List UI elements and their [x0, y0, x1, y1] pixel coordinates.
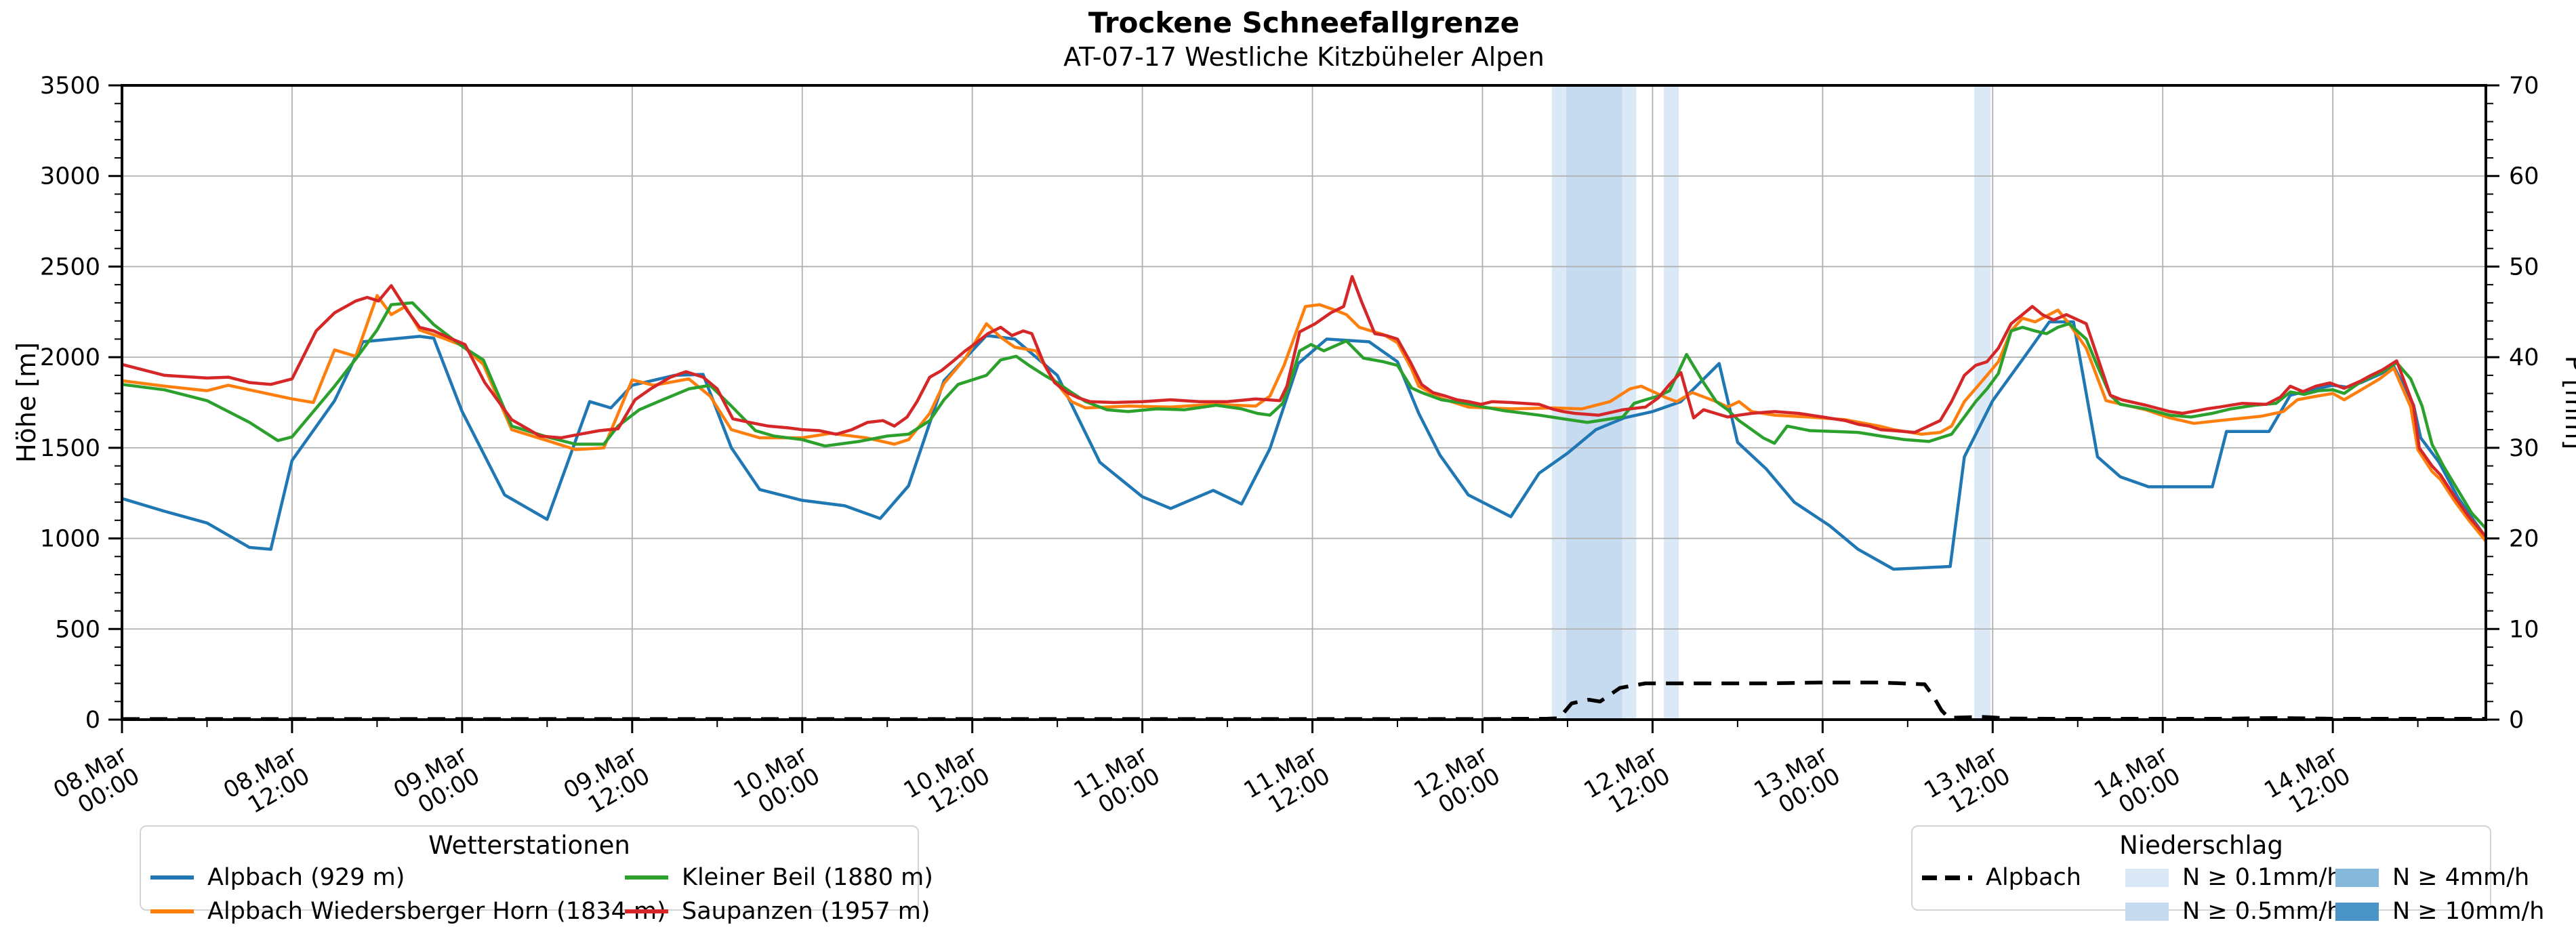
- svg-text:13.Mar00:00: 13.Mar00:00: [1749, 741, 1845, 826]
- legend-niederschlag-title: Niederschlag: [2119, 831, 2283, 860]
- svg-text:50: 50: [2509, 253, 2539, 281]
- svg-text:P [mm]: P [mm]: [2560, 356, 2576, 450]
- legend-item-label: Saupanzen (1957 m): [682, 898, 931, 925]
- legend-item-label: N ≥ 4mm/h: [2392, 864, 2530, 891]
- legend-wetterstationen-title: Wetterstationen: [428, 831, 630, 860]
- svg-text:3500: 3500: [40, 73, 100, 100]
- legend-item-label: N ≥ 10mm/h: [2392, 898, 2545, 925]
- legend-niederschlag: Niederschlag Alpbach N ≥ 0.1mm/h N ≥ 4mm…: [1911, 825, 2544, 925]
- legend-item-alpbach-precip: Alpbach: [1922, 864, 2125, 891]
- dashed-line-swatch: [1922, 875, 1972, 880]
- svg-text:2000: 2000: [40, 344, 100, 371]
- legend-item-kleiner-beil: Kleiner Beil (1880 m): [625, 864, 933, 891]
- legend-item-alpbach: Alpbach (929 m): [150, 864, 625, 891]
- svg-text:0: 0: [2509, 707, 2524, 734]
- svg-text:20: 20: [2509, 526, 2539, 553]
- svg-text:14.Mar12:00: 14.Mar12:00: [2260, 741, 2355, 826]
- svg-text:30: 30: [2509, 435, 2539, 462]
- chart-subtitle: AT-07-17 Westliche Kitzbüheler Alpen: [1063, 41, 1545, 72]
- svg-text:60: 60: [2509, 163, 2539, 190]
- legend-item-label: Alpbach Wiedersberger Horn (1834 m): [207, 898, 666, 925]
- svg-text:3000: 3000: [40, 163, 100, 190]
- svg-text:08.Mar12:00: 08.Mar12:00: [219, 741, 314, 826]
- legend-item-label: N ≥ 0.1mm/h: [2182, 864, 2342, 891]
- chart-title: Trockene Schneefallgrenze: [1088, 6, 1520, 39]
- legend-item-n10: N ≥ 10mm/h: [2335, 898, 2544, 925]
- svg-text:10.Mar12:00: 10.Mar12:00: [899, 741, 995, 826]
- svg-text:1000: 1000: [40, 526, 100, 553]
- legend-item-wiedersberger-horn: Alpbach Wiedersberger Horn (1834 m): [150, 898, 666, 925]
- svg-text:Höhe [m]: Höhe [m]: [12, 342, 41, 463]
- svg-text:09.Mar00:00: 09.Mar00:00: [389, 741, 485, 826]
- line-swatch-red: [625, 909, 668, 913]
- svg-text:14.Mar00:00: 14.Mar00:00: [2089, 741, 2185, 826]
- svg-text:12.Mar12:00: 12.Mar12:00: [1580, 741, 1675, 826]
- line-swatch-blue: [150, 875, 194, 880]
- legend-item-label: Alpbach: [1986, 864, 2081, 891]
- svg-text:500: 500: [55, 616, 100, 643]
- line-swatch-orange: [150, 909, 194, 913]
- legend-item-n4: N ≥ 4mm/h: [2335, 864, 2544, 891]
- svg-text:1500: 1500: [40, 435, 100, 462]
- legend-item-label: N ≥ 0.5mm/h: [2182, 898, 2342, 925]
- svg-text:2500: 2500: [40, 253, 100, 281]
- svg-text:40: 40: [2509, 344, 2539, 371]
- svg-text:11.Mar00:00: 11.Mar00:00: [1069, 741, 1165, 826]
- svg-text:70: 70: [2509, 73, 2539, 100]
- svg-text:12.Mar00:00: 12.Mar00:00: [1410, 741, 1505, 826]
- svg-text:10: 10: [2509, 616, 2539, 643]
- patch-swatch-n10: [2335, 902, 2379, 921]
- patch-swatch-n05: [2125, 902, 2169, 921]
- svg-text:10.Mar00:00: 10.Mar00:00: [729, 741, 825, 826]
- chart-header: Trockene Schneefallgrenze AT-07-17 Westl…: [122, 5, 2486, 73]
- legend-item-label: Alpbach (929 m): [207, 864, 405, 891]
- svg-text:0: 0: [85, 707, 100, 734]
- line-swatch-green: [625, 875, 668, 880]
- svg-text:13.Mar12:00: 13.Mar12:00: [1919, 741, 2015, 826]
- patch-swatch-n4: [2335, 868, 2379, 887]
- svg-text:09.Mar12:00: 09.Mar12:00: [559, 741, 655, 826]
- legend-item-n01: N ≥ 0.1mm/h: [2125, 864, 2342, 891]
- legend-wetterstationen: Wetterstationen Alpbach (929 m) Kleiner …: [140, 825, 933, 925]
- legend-item-label: Kleiner Beil (1880 m): [682, 864, 933, 891]
- svg-text:11.Mar12:00: 11.Mar12:00: [1240, 741, 1335, 826]
- patch-swatch-n01: [2125, 868, 2169, 887]
- svg-text:08.Mar00:00: 08.Mar00:00: [49, 741, 144, 826]
- legend-item-n05: N ≥ 0.5mm/h: [2125, 898, 2342, 925]
- legend-item-saupanzen: Saupanzen (1957 m): [625, 898, 933, 925]
